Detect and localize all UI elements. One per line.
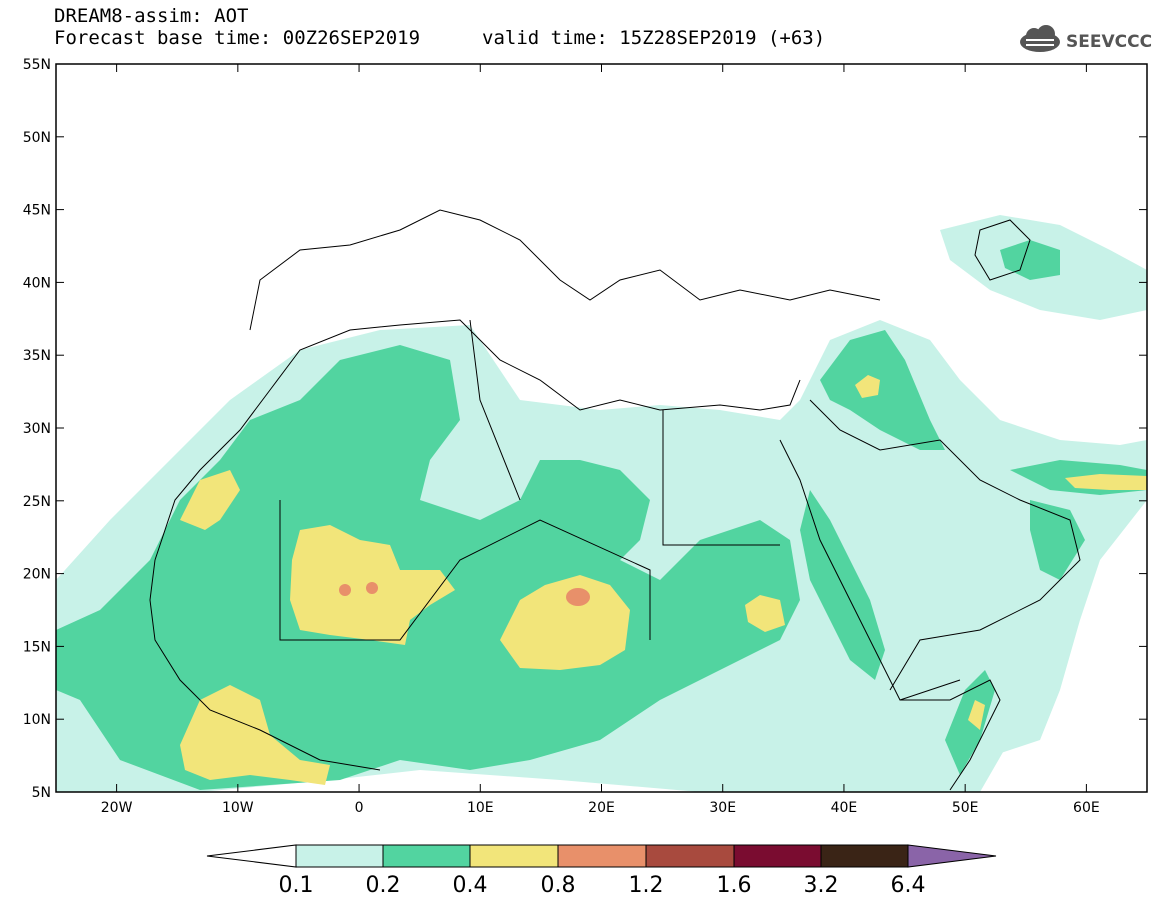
colorbar-label: 1.2 — [629, 873, 664, 898]
lat-tick-label: 25N — [23, 494, 51, 510]
longitude-ticks: 20W 10W 0 10E 20E 30E 40E 50E 60E — [101, 64, 1100, 816]
colorbar-0.1-0.2 — [295, 844, 384, 868]
lon-tick-label: 50E — [952, 800, 979, 816]
colorbar-3.2-6.4 — [820, 844, 909, 868]
colorbar-label: 0.2 — [366, 873, 401, 898]
lon-tick-label: 0 — [355, 800, 364, 816]
latitude-ticks: 55N 50N 45N 40N 35N 30N 25N 20N 15N 10N 5N — [23, 57, 1147, 801]
lon-tick-label: 20W — [101, 800, 133, 816]
lon-tick-label: 60E — [1073, 800, 1100, 816]
aot-0.4-0.8-iraq — [855, 375, 880, 398]
coastlines — [149, 209, 1081, 791]
aot-0.4-0.8-gulf — [1065, 474, 1147, 490]
aot-0.8-1.2-b — [366, 582, 378, 594]
aot-0.4-0.8-guinea — [180, 685, 330, 785]
aot-0.2-0.4-somalia — [945, 670, 995, 775]
aot-0.8-1.2-c — [566, 588, 590, 606]
lat-tick-label: 40N — [23, 275, 51, 291]
colorbar-low-arrow — [206, 844, 297, 868]
aot-0.4-0.8-westsahara — [180, 470, 240, 530]
colorbar-0.8-1.2 — [557, 844, 647, 868]
north-africa-coast — [154, 319, 801, 561]
colorbar-label: 3.2 — [804, 873, 839, 898]
colorbar-label: 6.4 — [891, 873, 926, 898]
lat-tick-label: 30N — [23, 421, 51, 437]
horn-coast — [900, 679, 1001, 791]
colorbar-label: 0.1 — [279, 873, 314, 898]
lat-tick-label: 50N — [23, 130, 51, 146]
colorbar-1.2-1.6 — [645, 844, 735, 868]
lon-tick-label: 10W — [222, 800, 254, 816]
aot-field — [56, 215, 1147, 792]
lat-tick-label: 55N — [23, 57, 51, 73]
colorbar-1.6-3.2 — [733, 844, 822, 868]
aot-0.4-0.8-somalia — [968, 700, 985, 730]
colorbar — [206, 844, 997, 868]
lat-tick-label: 35N — [23, 348, 51, 364]
seevccc-logo: SEEVCCC — [1020, 25, 1152, 52]
west-africa-coast — [149, 559, 381, 771]
colorbar-label: 0.8 — [541, 873, 576, 898]
colorbar-0.4-0.8 — [469, 844, 559, 868]
caspian-coast — [974, 219, 1031, 281]
lat-tick-label: 10N — [23, 712, 51, 728]
colorbar-label: 1.6 — [717, 873, 752, 898]
lat-tick-label: 45N — [23, 203, 51, 219]
aot-0.2-0.4-caspian — [1000, 240, 1060, 280]
map-title: DREAM8-assim: AOT — [54, 5, 249, 27]
aot-0.2-0.4-mesopotamia — [820, 330, 945, 450]
aot-0.4-0.8-sudan — [745, 595, 785, 632]
lat-tick-label: 5N — [32, 785, 51, 801]
lon-tick-label: 30E — [709, 800, 736, 816]
aot-0.8-1.2-a — [339, 584, 351, 596]
valid-time: valid time: 15Z28SEP2019 (+63) — [482, 27, 826, 49]
aot-0.4-0.8-chad — [500, 575, 630, 670]
lon-tick-label: 40E — [831, 800, 858, 816]
lon-tick-label: 10E — [467, 800, 494, 816]
lat-tick-label: 20N — [23, 567, 51, 583]
arabia-coast — [809, 399, 1081, 691]
logo-text: SEEVCCC — [1066, 32, 1152, 52]
colorbar-0.2-0.4 — [382, 844, 471, 868]
colorbar-labels: 0.1 0.2 0.4 0.8 1.2 1.6 3.2 6.4 — [279, 873, 926, 898]
colorbar-label: 0.4 — [453, 873, 488, 898]
aot-0.2-0.4-region — [56, 345, 800, 790]
forecast-base-time: Forecast base time: 00Z26SEP2019 — [54, 27, 421, 49]
aot-0.2-0.4-oman — [1030, 500, 1085, 580]
lat-tick-label: 15N — [23, 639, 51, 655]
border-line-2 — [662, 410, 780, 546]
border-line-1 — [279, 500, 651, 641]
border-line-3 — [469, 319, 521, 501]
europe-coast — [249, 209, 881, 331]
colorbar-high-arrow — [907, 844, 997, 868]
cloud-icon — [1020, 25, 1060, 52]
lon-tick-label: 20E — [588, 800, 615, 816]
